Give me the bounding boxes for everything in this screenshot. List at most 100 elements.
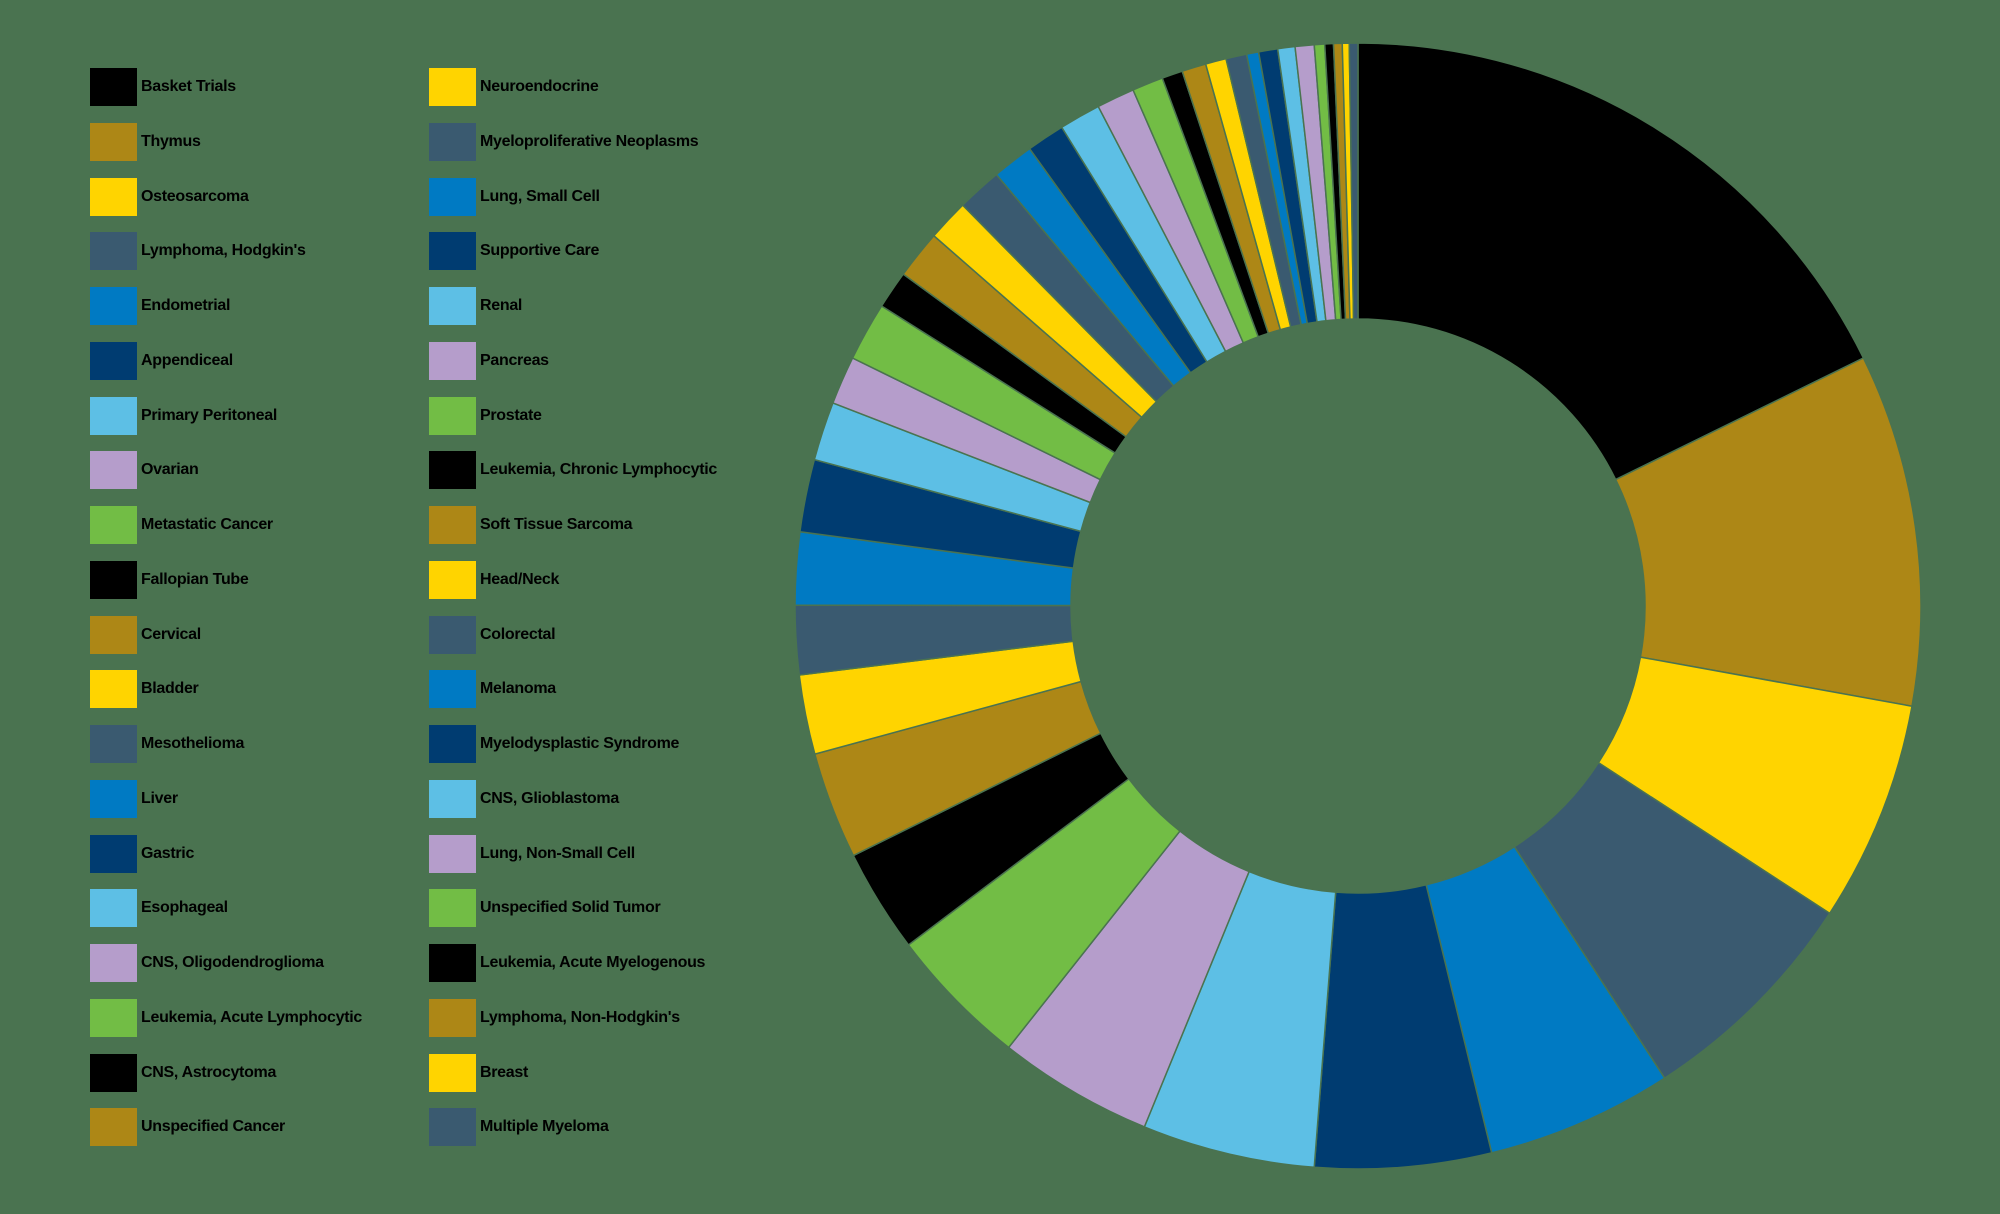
legend-label: Metastatic Cancer xyxy=(141,516,273,533)
legend-item: Head/Neck xyxy=(429,560,560,599)
legend-label: Bladder xyxy=(141,680,199,698)
legend-item: Basket Trials xyxy=(90,68,236,106)
legend-swatch xyxy=(90,341,137,380)
legend-swatch xyxy=(429,560,476,599)
legend-item: CNS, Astrocytoma xyxy=(90,1053,277,1092)
legend-label: Appendiceal xyxy=(141,351,233,369)
legend-swatch xyxy=(429,834,476,873)
legend-item: Lymphoma, Hodgkin's xyxy=(90,232,306,271)
legend-swatch xyxy=(90,68,137,106)
legend-label: Melanoma xyxy=(480,680,556,698)
legend-item: Myelodysplastic Syndrome xyxy=(429,725,679,763)
legend-label: Gastric xyxy=(141,844,195,862)
legend-label: CNS, Oligodendroglioma xyxy=(141,954,324,971)
legend-item: Bladder xyxy=(90,670,199,709)
donut-slice: Basket Trials xyxy=(1357,42,1865,481)
legend-swatch xyxy=(90,889,137,928)
legend-swatch xyxy=(90,396,137,435)
legend-item: CNS, Oligodendroglioma xyxy=(90,944,324,982)
legend-label: Endometrial xyxy=(141,297,231,314)
legend-swatch xyxy=(429,396,476,435)
legend-label: CNS, Astrocytoma xyxy=(141,1063,277,1081)
legend-label: Myeloproliferative Neoplasms xyxy=(480,132,699,150)
legend-label: Breast xyxy=(480,1063,529,1081)
legend-swatch xyxy=(429,615,476,654)
legend-label: Lung, Small Cell xyxy=(480,187,600,205)
legend-item: Multiple Myeloma xyxy=(429,1108,609,1147)
legend-label: Renal xyxy=(480,297,523,314)
legend-item: Osteosarcoma xyxy=(90,177,249,216)
legend-swatch xyxy=(90,1108,137,1147)
legend-item: Leukemia, Acute Lymphocytic xyxy=(90,998,362,1037)
legend-swatch xyxy=(429,177,476,216)
legend-label: Mesothelioma xyxy=(141,735,245,752)
legend-item: Cervical xyxy=(90,615,201,654)
legend-swatch xyxy=(90,998,137,1037)
legend-item: Unspecified Cancer xyxy=(90,1108,285,1147)
legend-item: Appendiceal xyxy=(90,341,233,380)
donut-slice: Thymus xyxy=(1614,357,1922,708)
legend-swatch xyxy=(90,177,137,216)
legend-item: Primary Peritoneal xyxy=(90,396,277,435)
legend-swatch xyxy=(90,232,137,271)
legend-swatch xyxy=(90,670,137,709)
legend-swatch xyxy=(429,725,476,763)
legend-item: Prostate xyxy=(429,396,542,435)
legend-item: Lung, Non-Small Cell xyxy=(429,834,635,873)
legend-item: Leukemia, Chronic Lymphocytic xyxy=(429,451,717,490)
legend-item: Pancreas xyxy=(429,341,549,380)
legend-label: Myelodysplastic Syndrome xyxy=(480,735,680,752)
legend-label: Primary Peritoneal xyxy=(141,406,277,424)
legend-item: Fallopian Tube xyxy=(90,560,249,599)
legend-item: Leukemia, Acute Myelogenous xyxy=(429,944,705,982)
legend-label: Multiple Myeloma xyxy=(480,1118,609,1136)
legend-swatch xyxy=(429,451,476,490)
legend-swatch xyxy=(429,1108,476,1147)
legend-swatch xyxy=(429,944,476,982)
legend-swatch xyxy=(429,122,476,161)
legend-swatch xyxy=(90,615,137,654)
legend-label: Unspecified Cancer xyxy=(141,1118,285,1136)
legend-label: Leukemia, Chronic Lymphocytic xyxy=(480,461,717,479)
legend-item: Melanoma xyxy=(429,670,556,709)
legend-item: Endometrial xyxy=(90,287,230,325)
legend-swatch xyxy=(90,725,137,763)
legend-item: Thymus xyxy=(90,122,201,161)
legend-label: Head/Neck xyxy=(480,570,560,588)
legend-swatch xyxy=(429,68,476,106)
legend-label: Fallopian Tube xyxy=(141,570,249,588)
legend-swatch xyxy=(90,834,137,873)
legend-item: Mesothelioma xyxy=(90,725,244,763)
legend-item: Metastatic Cancer xyxy=(90,506,273,544)
legend-label: Lymphoma, Non-Hodgkin's xyxy=(480,1008,680,1026)
legend-swatch xyxy=(90,944,137,982)
legend-item: Lymphoma, Non-Hodgkin's xyxy=(429,998,680,1037)
legend-item: CNS, Glioblastoma xyxy=(429,779,619,818)
legend-item: Esophageal xyxy=(90,889,228,928)
legend-item: Neuroendocrine xyxy=(429,68,599,106)
legend-label: Lymphoma, Hodgkin's xyxy=(141,242,306,260)
legend-label: Neuroendocrine xyxy=(480,78,599,95)
legend-swatch xyxy=(429,506,476,544)
legend-item: Unspecified Solid Tumor xyxy=(429,889,661,928)
legend-swatch xyxy=(429,287,476,325)
legend-label: CNS, Glioblastoma xyxy=(480,789,619,807)
legend-label: Soft Tissue Sarcoma xyxy=(480,516,633,533)
donut-slice: Multiple Myeloma xyxy=(1348,42,1359,320)
legend-label: Esophageal xyxy=(141,899,228,917)
legend-label: Supportive Care xyxy=(480,242,600,260)
legend-swatch xyxy=(90,287,137,325)
legend-swatch xyxy=(90,560,137,599)
legend-swatch xyxy=(90,1053,137,1092)
legend-item: Myeloproliferative Neoplasms xyxy=(429,122,699,161)
legend-swatch xyxy=(429,1053,476,1092)
legend-item: Colorectal xyxy=(429,615,556,654)
legend-swatch xyxy=(429,232,476,271)
legend-item: Ovarian xyxy=(90,451,199,490)
legend-item: Liver xyxy=(90,779,178,818)
legend-label: Colorectal xyxy=(480,625,556,643)
legend-swatch xyxy=(429,998,476,1037)
legend-item: Lung, Small Cell xyxy=(429,177,600,216)
legend-swatch xyxy=(429,670,476,709)
